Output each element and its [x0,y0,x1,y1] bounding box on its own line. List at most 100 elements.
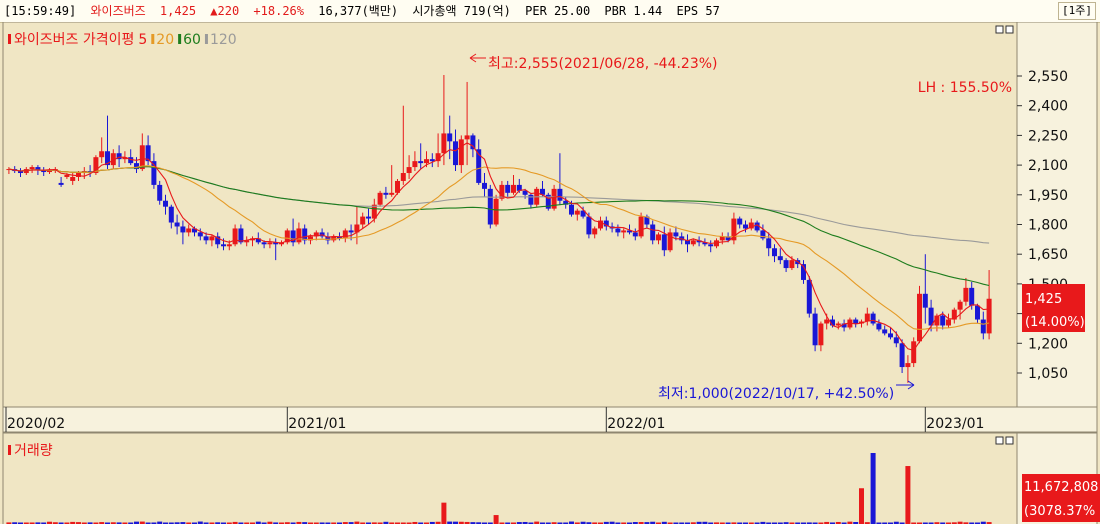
volume-bar [772,522,777,524]
candle-body [853,319,859,324]
volume-bar [209,522,215,524]
volume-bar [52,522,58,524]
legend-marker-icon [8,34,11,44]
volume-bar [841,522,847,524]
volume-bar [250,522,255,524]
candle-body [975,305,980,320]
volume-window-icons[interactable] [995,436,1014,445]
candle-body [226,244,232,247]
x-tick-label: 2022/01 [607,416,665,432]
candle-body [743,224,748,229]
legend-ma20-marker [151,34,155,44]
volume-bar [360,522,366,524]
current-volume-bg [1022,474,1100,522]
candle-body [168,206,174,223]
candle-body [812,313,818,346]
candle-body [621,230,627,233]
volume-bar [308,522,313,524]
volume-bar [354,521,360,524]
candle-body [290,230,296,243]
current-pct-label: (14.00%) [1025,315,1085,330]
current-volume-box: 11,672,808 (3078.37% [1022,474,1100,522]
candle-body [835,323,841,326]
legend-ma60-marker [178,34,182,44]
volume-bar [157,521,163,524]
candle-body [963,287,969,302]
volume-bar [284,522,290,524]
volume-bar [685,522,690,524]
candle-body [232,228,238,245]
volume-bar [325,522,331,524]
candle-body [354,224,360,233]
candle-body [951,309,957,320]
volume-legend: 거래량 [14,443,53,459]
volume-bar [940,522,946,524]
legend-ma20: 20 [156,32,174,48]
legend-ma60: 60 [183,32,201,48]
candle-body [331,236,337,241]
volume-bar [41,522,47,524]
candle-body [110,153,116,166]
volume-bar [574,522,580,524]
candle-body [284,230,290,243]
candle-body [255,238,261,243]
candle-body [841,323,847,328]
volume-bar [505,522,511,524]
volume-bar [638,522,644,524]
volume-bar [795,522,801,524]
volume-bar [238,522,244,524]
y-tick-label: 2,550 [1028,69,1068,85]
volume-bar [313,522,319,524]
candle-body [632,232,638,237]
candle-body [395,180,400,193]
legend-ma5: 5 [138,32,147,48]
candle-body [922,293,928,308]
volume-bar [528,522,534,524]
candle-body [986,298,992,334]
candle-body [638,216,644,237]
date-axis [2,406,1098,433]
candle-body [221,244,226,247]
candle-body [308,236,313,241]
period-button[interactable]: [1주] [1058,2,1096,20]
candle-body [482,182,487,189]
volume-bar [696,521,702,524]
volume-bar [447,521,453,524]
candle-body [337,236,342,239]
lh-label: LH : 155.50% [918,80,1012,96]
volume-bar [864,522,870,524]
candle-body [476,149,482,183]
legend-title: 와이즈버즈 가격이평 [14,32,134,48]
trade-value: 16,377(백만) [318,4,399,18]
time-label: [15:59:49] [4,4,77,18]
candle-body [366,216,371,219]
volume-bar [980,521,986,524]
volume-bar [145,522,151,524]
volume-bar [511,522,516,524]
ma5-line [8,142,990,352]
volume-bar [23,522,29,524]
current-price-box: 1,425 (14.00%) [1022,284,1085,332]
volume-bar [99,522,105,524]
volume-bar [273,522,279,524]
volume-bar [905,466,911,524]
volume-bar [87,522,93,524]
y-tick-label: 1,950 [1028,188,1068,204]
volume-bar [331,522,337,524]
candle-body [441,133,447,154]
x-tick-label: 2023/01 [926,416,984,432]
candle-body [911,341,917,364]
candle-body [899,343,905,368]
volume-bar [81,522,87,524]
candle-body [673,232,679,237]
volume-bar [470,522,476,524]
candle-body [116,153,122,160]
volume-bar [551,522,557,524]
volume-bar [534,521,540,524]
volume-bar [441,502,447,524]
volume-bar [197,521,203,524]
candle-body [360,216,366,225]
candle-body [192,228,197,233]
window-icons[interactable] [995,25,1014,34]
volume-bar [12,522,18,524]
